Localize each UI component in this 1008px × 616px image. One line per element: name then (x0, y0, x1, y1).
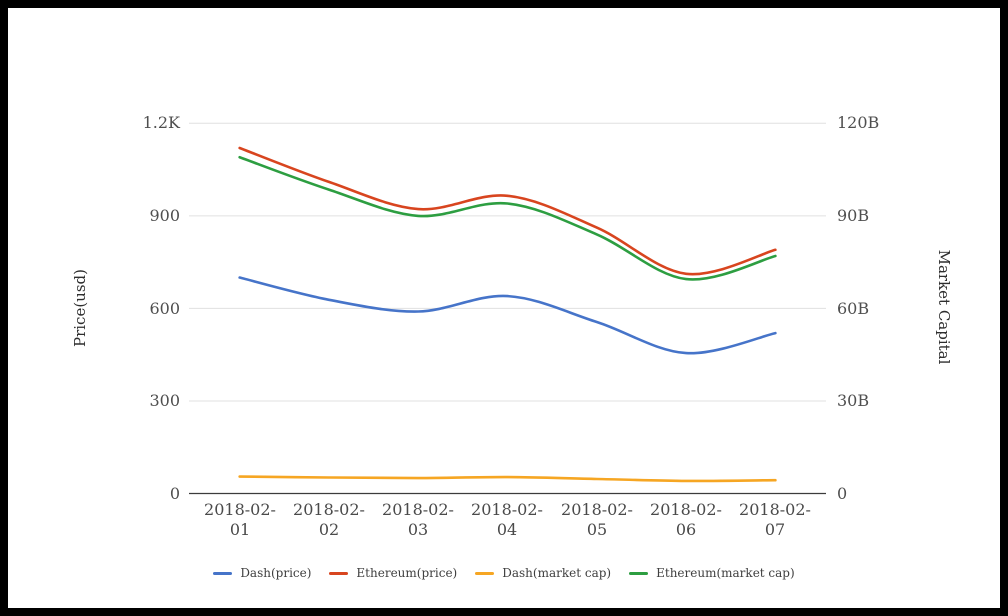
series-line-dash-market-cap (238, 475, 777, 483)
x-label-line2: 01 (229, 520, 251, 539)
x-axis-label: 2018-02- 02 (269, 500, 389, 540)
left-axis-tick: 900 (149, 206, 180, 226)
legend-label: Dash(market cap) (502, 566, 612, 580)
x-label-line1: 2018-02- (471, 500, 543, 519)
x-label-line1: 2018-02- (561, 500, 633, 519)
series-line-ethereum-price (238, 146, 777, 276)
line-chart: 0 300 600 900 1.2K 0 30B 60B 90B 120B Pr… (8, 8, 1000, 608)
legend-item-ethereum-market-cap[interactable]: Ethereum(market cap) (629, 566, 795, 580)
right-axis-tick: 0 (837, 484, 848, 504)
legend-item-dash-price[interactable]: Dash(price) (213, 566, 311, 580)
x-label-line1: 2018-02- (382, 500, 454, 519)
legend-label: Ethereum(market cap) (656, 566, 795, 580)
x-label-line2: 03 (407, 520, 429, 539)
left-axis-tick: 300 (149, 391, 180, 411)
x-label-line2: 04 (496, 520, 518, 539)
x-axis-label: 2018-02- 06 (626, 500, 746, 540)
left-axis-tick: 0 (169, 484, 180, 504)
x-label-line2: 06 (675, 520, 697, 539)
left-axis-title: Price(usd) (71, 268, 89, 348)
x-axis-label: 2018-02- 07 (715, 500, 835, 540)
series-line-dash-price (238, 276, 777, 355)
x-label-line1: 2018-02- (650, 500, 722, 519)
x-label-line2: 02 (318, 520, 340, 539)
legend-label: Dash(price) (240, 566, 312, 580)
x-axis-label: 2018-02- 05 (537, 500, 657, 540)
x-label-line1: 2018-02- (739, 500, 811, 519)
right-axis-title: Market Capital (935, 249, 953, 365)
x-label-line1: 2018-02- (293, 500, 365, 519)
x-label-line1: 2018-02- (204, 500, 276, 519)
x-axis-label: 2018-02- 04 (447, 500, 567, 540)
right-axis-tick: 120B (837, 113, 880, 133)
chart-canvas (189, 122, 826, 495)
series-line-ethereum-market-cap (238, 155, 777, 281)
chart-legend: Dash(price) Ethereum(price) Dash(market … (8, 566, 1000, 580)
right-axis-tick: 30B (837, 391, 870, 411)
x-label-line2: 07 (764, 520, 786, 539)
legend-line-marker (329, 571, 349, 575)
x-axis-label: 2018-02- 03 (358, 500, 478, 540)
x-axis-label: 2018-02- 01 (180, 500, 300, 540)
left-axis-tick: 1.2K (142, 113, 180, 133)
legend-label: Ethereum(price) (356, 566, 458, 580)
legend-line-marker (475, 571, 495, 575)
x-label-line2: 05 (586, 520, 608, 539)
legend-item-dash-market-cap[interactable]: Dash(market cap) (475, 566, 611, 580)
legend-line-marker (213, 571, 233, 575)
legend-item-ethereum-price[interactable]: Ethereum(price) (329, 566, 457, 580)
legend-line-marker (629, 571, 649, 575)
right-axis-tick: 60B (837, 299, 870, 319)
right-axis-tick: 90B (837, 206, 870, 226)
left-axis-tick: 600 (149, 299, 180, 319)
